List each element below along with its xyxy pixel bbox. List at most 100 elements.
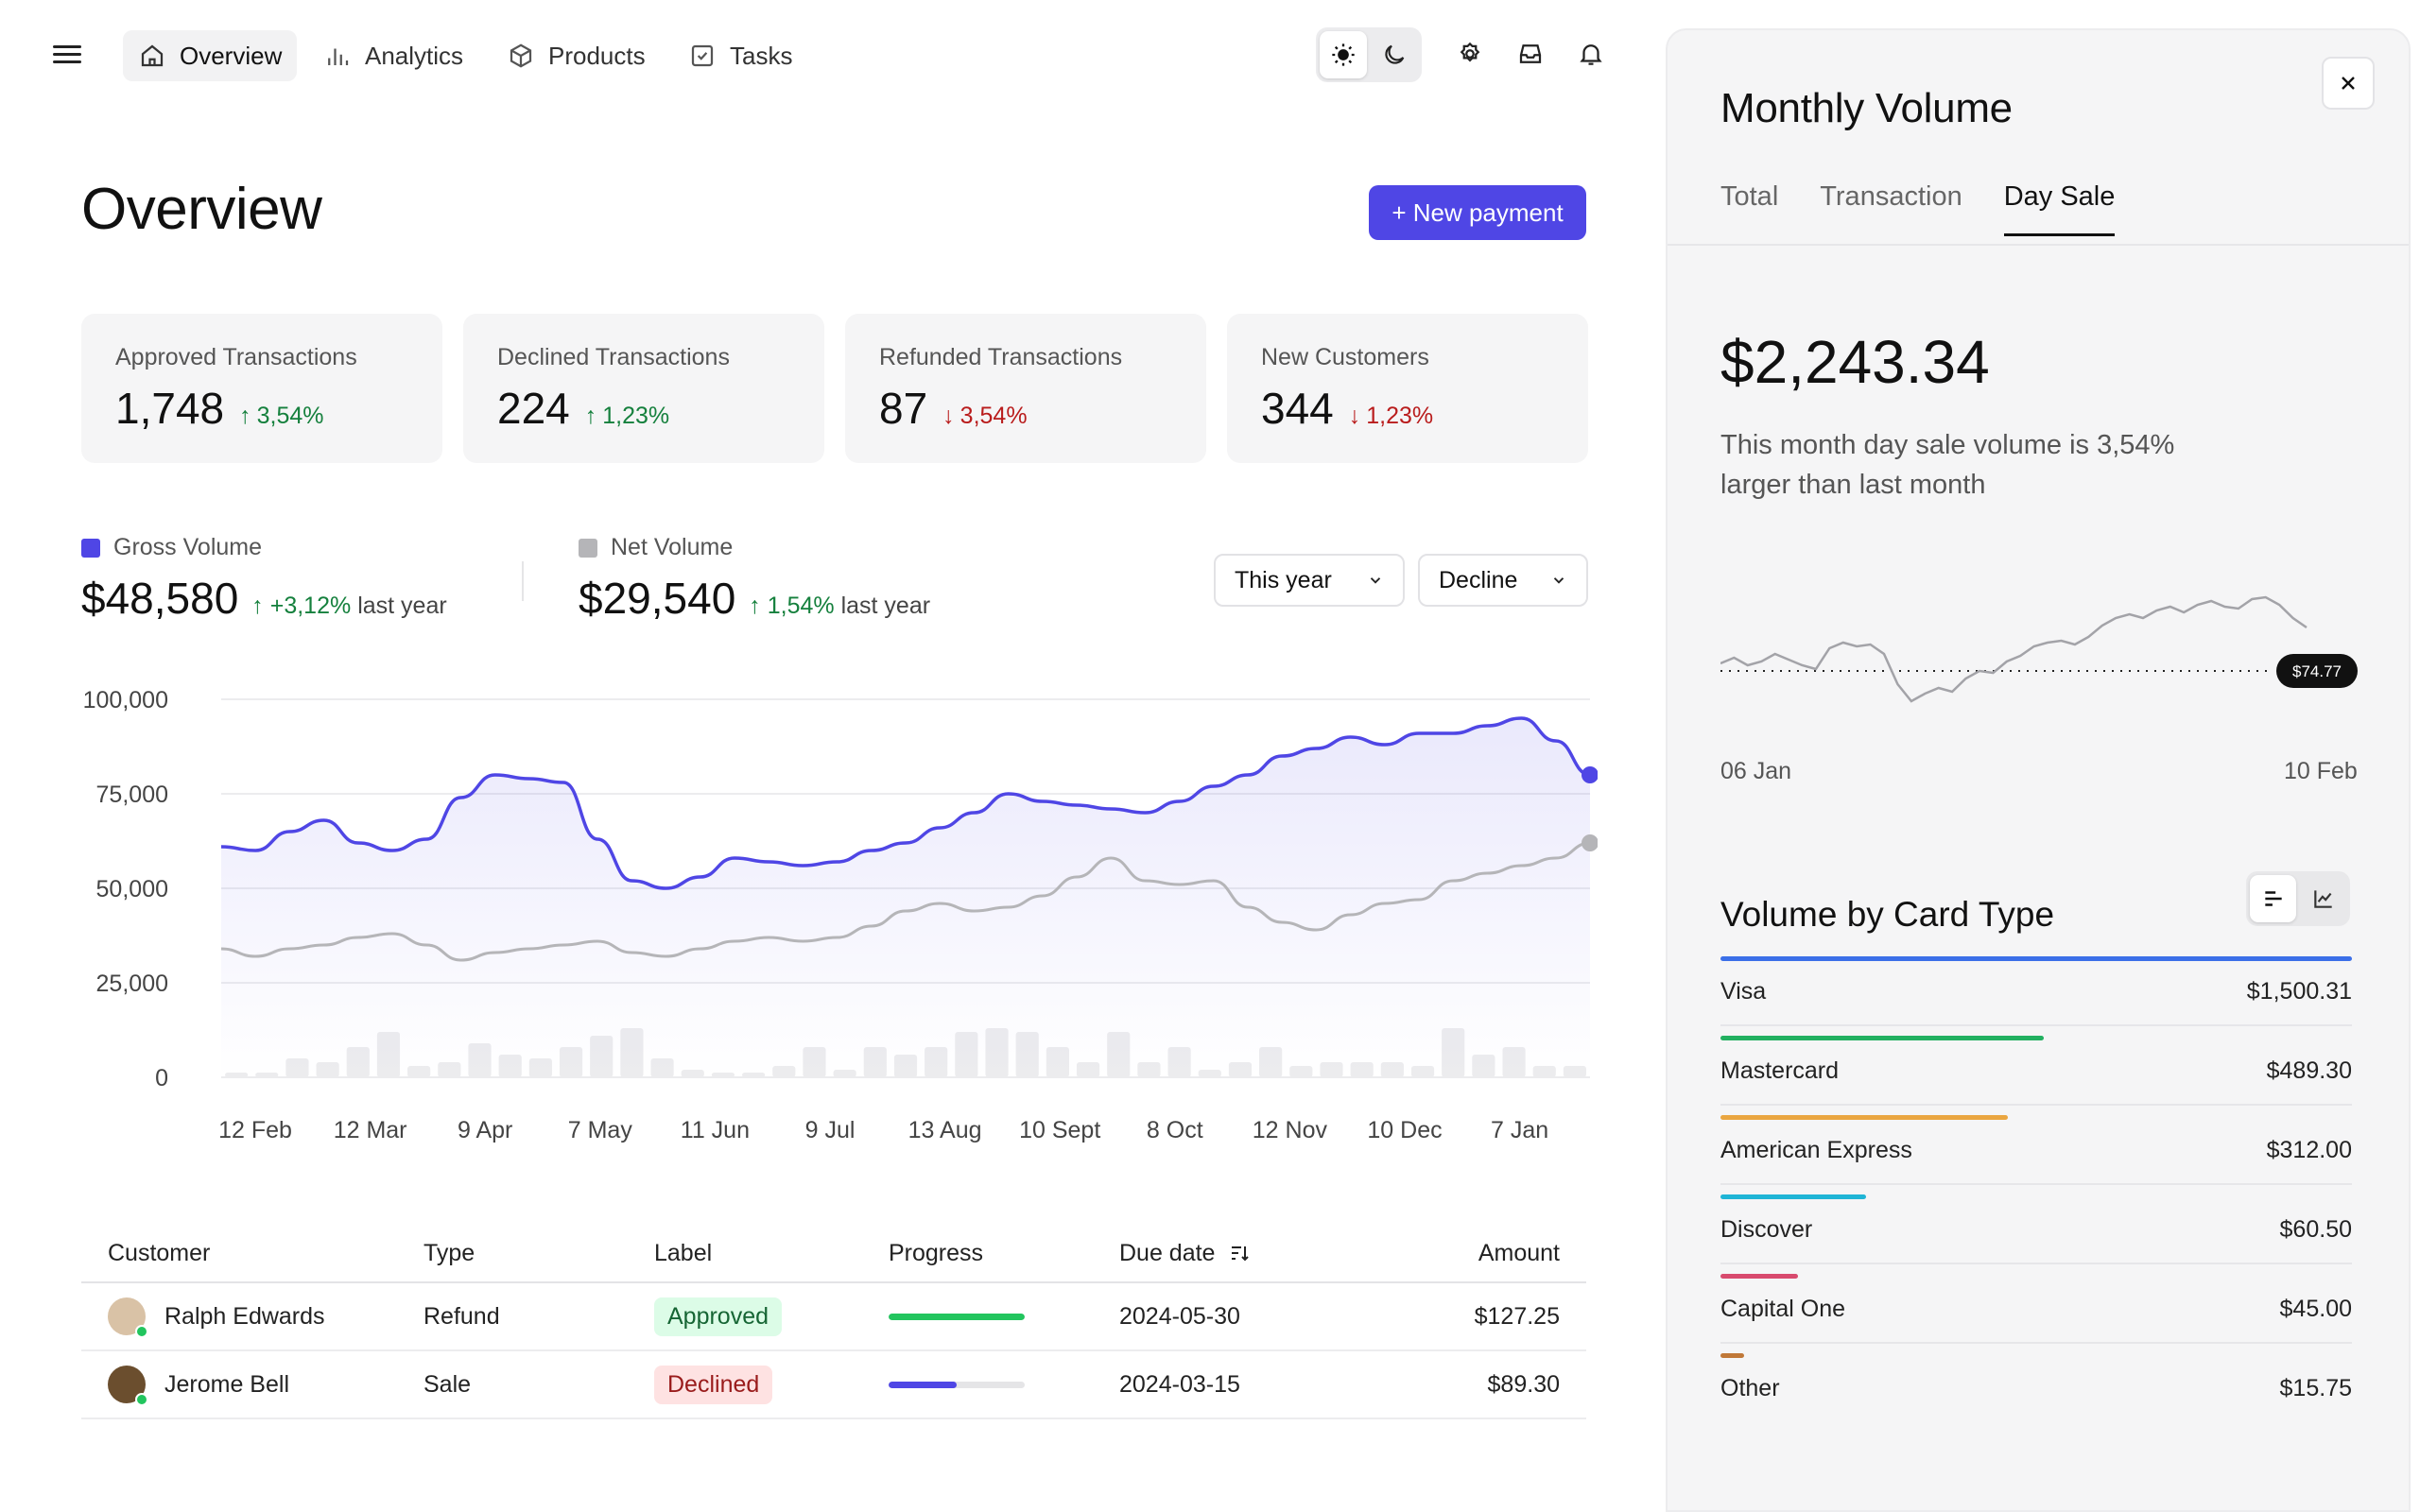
x-tick-label: 12 Mar [334, 1117, 407, 1143]
card-type-bar [1720, 1274, 1799, 1279]
top-navigation: Overview Analytics Products Tasks [0, 0, 1664, 110]
card-type-amount: $489.30 [2266, 1057, 2352, 1084]
net-volume-value: $29,540 [579, 574, 736, 623]
card-type-bar [1720, 1115, 2008, 1120]
stat-label: Declined Transactions [497, 344, 730, 370]
tab-overview[interactable]: Overview [123, 30, 298, 81]
card-type-row[interactable]: Other $15.75 [1720, 1353, 2352, 1402]
due-date-header[interactable]: Due date [1119, 1240, 1403, 1267]
panel-tabs: Total Transaction Day Sale [1720, 181, 2116, 236]
tab-label: Analytics [365, 41, 464, 70]
card-type-row[interactable]: Capital One $45.00 [1720, 1274, 2352, 1344]
series-end-point[interactable] [1582, 834, 1598, 851]
y-tick-label: 100,000 [83, 687, 168, 713]
stat-delta-value: 1,23% [1366, 403, 1434, 429]
divider [1720, 1342, 2352, 1344]
bar-chart-icon [328, 48, 349, 65]
sort-icon[interactable] [1228, 1242, 1251, 1264]
net-volume-label: Net Volume [611, 534, 734, 560]
menu-icon[interactable] [53, 42, 81, 66]
inbox-button[interactable] [1512, 36, 1548, 72]
gross-volume-label: Gross Volume [113, 534, 263, 560]
reference-value-label: $74.77 [2292, 662, 2342, 680]
light-mode-button[interactable] [1320, 31, 1367, 78]
column-header[interactable]: Progress [889, 1239, 984, 1266]
card-type-row[interactable]: Mastercard $489.30 [1720, 1036, 2352, 1106]
notifications-button[interactable] [1573, 36, 1609, 72]
x-tick-label: 13 Aug [908, 1117, 982, 1143]
tab-day-sale[interactable]: Day Sale [2003, 181, 2116, 236]
gross-volume-delta: ↑ +3,12% last year [251, 593, 447, 619]
x-tick-label: 8 Oct [1147, 1117, 1203, 1143]
column-header[interactable]: Type [424, 1239, 475, 1266]
amount-cell: $89.30 [1487, 1370, 1560, 1398]
stat-label: Refunded Transactions [879, 344, 1123, 370]
gross-volume-area [221, 718, 1590, 1077]
column-header: Due date [1119, 1239, 1216, 1266]
card-type-amount: $312.00 [2266, 1137, 2352, 1163]
view-toggle [2246, 871, 2350, 926]
close-button[interactable] [2322, 57, 2375, 110]
card-type-row[interactable]: American Express $312.00 [1720, 1115, 2352, 1185]
progress-fill [889, 1381, 957, 1388]
divider [1720, 1024, 2352, 1026]
card-type-row[interactable]: Discover $60.50 [1720, 1194, 2352, 1264]
tab-transaction[interactable]: Transaction [1820, 181, 1962, 212]
delta-suffix: last year [840, 593, 931, 619]
period-select-value: This year [1235, 566, 1332, 593]
line-view-button[interactable] [2300, 875, 2346, 922]
x-tick-label: 7 Jan [1491, 1117, 1548, 1143]
progress-bar [889, 1313, 1025, 1320]
volume-chart: 100,000 75,000 50,000 25,000 0 12 Feb 12 Mar 9 … [83, 687, 1598, 1143]
card-type-bar [1720, 1036, 2045, 1040]
stat-card-refunded: Refunded Transactions 87 ↓ 3,54% [845, 314, 1206, 463]
stat-delta-value: 1,23% [602, 403, 670, 429]
arrow-up-icon: ↑ [239, 403, 251, 429]
inbox-icon [1519, 44, 1542, 63]
stat-card-declined: Declined Transactions 224 ↑ 1,23% [463, 314, 824, 463]
divider [522, 561, 524, 601]
card-type-amount: $1,500.31 [2246, 978, 2352, 1005]
table-row[interactable]: Jerome Bell Sale Declined 2024-03-15 $89… [81, 1351, 1586, 1419]
type-cell: Sale [424, 1370, 472, 1398]
column-header[interactable]: Customer [108, 1239, 211, 1266]
sun-icon [1332, 43, 1355, 66]
moon-icon [1385, 44, 1405, 64]
stat-delta: ↓ 3,54% [942, 403, 1027, 430]
due-date-cell: 2024-05-30 [1119, 1302, 1240, 1330]
box-icon [510, 43, 532, 68]
new-payment-button[interactable]: + New payment [1369, 185, 1586, 240]
bar-view-button[interactable] [2250, 875, 2296, 922]
series-end-point[interactable] [1582, 766, 1598, 783]
tab-analytics[interactable]: Analytics [308, 30, 478, 81]
card-type-name: Visa [1720, 978, 1767, 1005]
mode-select[interactable]: Decline [1418, 554, 1588, 607]
progress-bar [889, 1381, 1025, 1388]
due-date-cell: 2024-03-15 [1119, 1370, 1240, 1398]
legend-swatch [579, 539, 597, 558]
tab-tasks[interactable]: Tasks [673, 30, 807, 81]
online-indicator [135, 1393, 148, 1406]
card-type-amount: $45.00 [2279, 1296, 2352, 1322]
y-tick-label: 75,000 [96, 782, 168, 808]
table-row[interactable]: Ralph Edwards Refund Approved 2024-05-30… [81, 1283, 1586, 1351]
tab-total[interactable]: Total [1720, 181, 1779, 212]
column-header[interactable]: Label [654, 1239, 713, 1266]
stat-label: Approved Transactions [115, 344, 357, 370]
column-header[interactable]: Amount [1478, 1239, 1560, 1266]
card-type-bar [1720, 1194, 1866, 1199]
bell-icon [1580, 44, 1602, 65]
sparkline-start-date: 06 Jan [1720, 758, 1792, 784]
progress-fill [889, 1313, 1025, 1320]
delta-suffix: last year [357, 593, 447, 619]
tab-products[interactable]: Products [492, 30, 661, 81]
period-select[interactable]: This year [1214, 554, 1405, 607]
gross-volume-line [220, 716, 1591, 890]
card-type-row[interactable]: Visa $1,500.31 [1720, 956, 2352, 1026]
online-indicator [135, 1325, 148, 1338]
gross-volume-summary: Gross Volume $48,580 ↑ +3,12% last year [81, 534, 447, 624]
theme-toggle [1316, 27, 1422, 82]
dark-mode-button[interactable] [1371, 31, 1418, 78]
y-tick-label: 0 [155, 1065, 168, 1091]
settings-button[interactable] [1452, 36, 1488, 72]
